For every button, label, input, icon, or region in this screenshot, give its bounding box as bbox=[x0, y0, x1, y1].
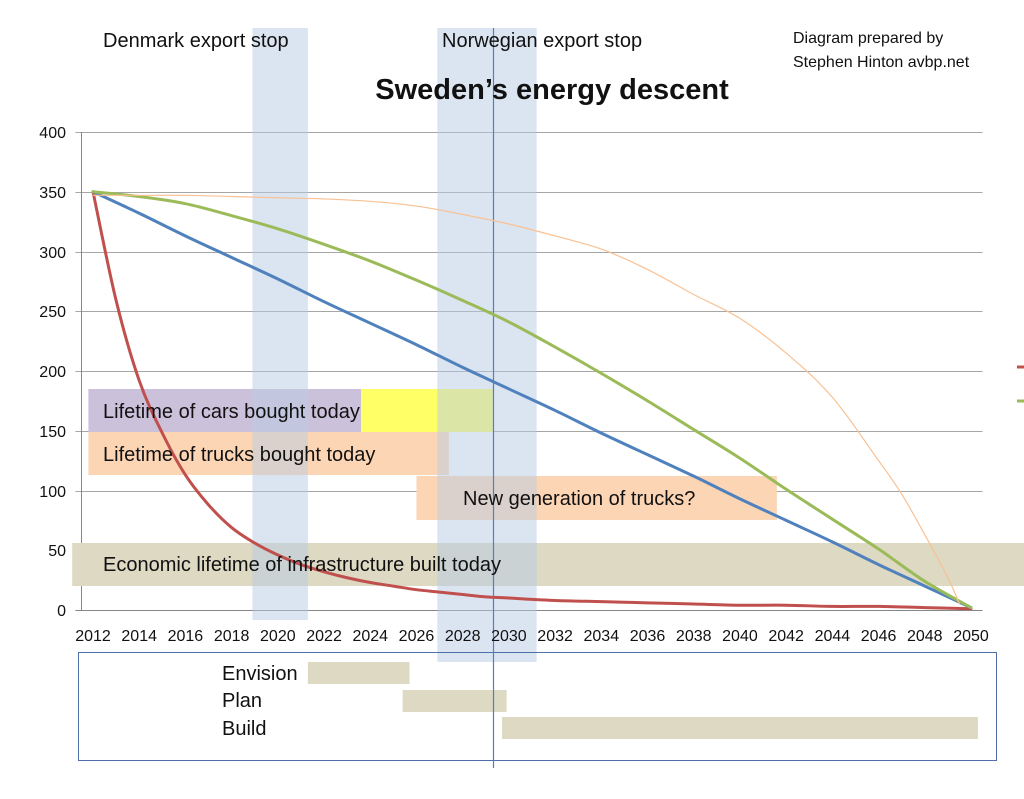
y-tick-label: 400 bbox=[39, 125, 66, 142]
build-phase-bar bbox=[501, 717, 978, 739]
orange-series-line bbox=[92, 194, 961, 605]
envision-phase-label: Envision bbox=[222, 663, 298, 685]
cars-lifetime-bar-segment-1 bbox=[88, 389, 362, 432]
new-truck-generation-label: New generation of trucks? bbox=[463, 488, 695, 510]
y-tick-label: 250 bbox=[39, 304, 66, 321]
y-tick-label: 0 bbox=[57, 603, 66, 620]
x-tick-label: 2040 bbox=[722, 628, 758, 645]
x-tick-label: 2050 bbox=[953, 628, 989, 645]
x-tick-label: 2030 bbox=[491, 628, 527, 645]
phase-bars-layer bbox=[307, 662, 978, 739]
y-tick-label: 300 bbox=[39, 245, 66, 262]
x-tick-label: 2036 bbox=[630, 628, 666, 645]
y-tick-label: 150 bbox=[39, 424, 66, 441]
series-layer bbox=[91, 190, 973, 611]
export-stop-bands-layer bbox=[252, 28, 537, 662]
y-tick-label: 200 bbox=[39, 364, 66, 381]
x-tick-label: 2020 bbox=[260, 628, 296, 645]
phase-timeline-box bbox=[78, 652, 997, 761]
x-tick-label: 2038 bbox=[676, 628, 712, 645]
x-tick-label: 2046 bbox=[861, 628, 897, 645]
x-tick-label: 2018 bbox=[214, 628, 250, 645]
x-tick-label: 2012 bbox=[75, 628, 111, 645]
green-series-line bbox=[91, 190, 973, 610]
y-tick-label: 350 bbox=[39, 185, 66, 202]
tick-labels-layer: 0 50 100 150 200 250 300 350 400 2012 2014 2016 2018… bbox=[39, 125, 989, 645]
y-tick-label: 50 bbox=[48, 543, 66, 560]
denmark-export-stop-band bbox=[252, 28, 308, 620]
y-tick-label: 100 bbox=[39, 484, 66, 501]
norwegian-export-stop-band bbox=[437, 28, 537, 662]
trucks-lifetime-label: Lifetime of trucks bought today bbox=[103, 444, 375, 466]
x-tick-label: 2048 bbox=[907, 628, 943, 645]
x-tick-label: 2014 bbox=[121, 628, 157, 645]
x-tick-label: 2016 bbox=[168, 628, 204, 645]
build-phase-label: Build bbox=[222, 718, 266, 740]
cars-lifetime-label: Lifetime of cars bought today bbox=[103, 401, 360, 423]
denmark-export-stop-label: Denmark export stop bbox=[103, 30, 289, 52]
legend-cropped bbox=[1017, 365, 1024, 403]
x-tick-label: 2042 bbox=[768, 628, 804, 645]
norwegian-export-stop-label: Norwegian export stop bbox=[442, 30, 642, 52]
x-tick-label: 2044 bbox=[815, 628, 851, 645]
credit-line-1: Diagram prepared by bbox=[793, 30, 943, 47]
blue-series-line bbox=[91, 190, 973, 610]
x-tick-label: 2034 bbox=[584, 628, 620, 645]
infrastructure-lifetime-bar bbox=[72, 543, 1024, 586]
x-tick-label: 2028 bbox=[445, 628, 481, 645]
x-tick-label: 2024 bbox=[352, 628, 388, 645]
x-tick-label: 2022 bbox=[306, 628, 342, 645]
credit-line-2: Stephen Hinton avbp.net bbox=[793, 54, 970, 71]
plan-phase-label: Plan bbox=[222, 690, 262, 712]
envision-phase-bar bbox=[307, 662, 410, 684]
x-tick-label: 2032 bbox=[537, 628, 573, 645]
plan-phase-bar bbox=[402, 690, 507, 712]
chart-title: Sweden’s energy descent bbox=[375, 74, 729, 106]
x-tick-label: 2026 bbox=[399, 628, 435, 645]
red-series-line bbox=[91, 190, 973, 611]
infrastructure-lifetime-label: Economic lifetime of infrastructure buil… bbox=[103, 554, 501, 576]
